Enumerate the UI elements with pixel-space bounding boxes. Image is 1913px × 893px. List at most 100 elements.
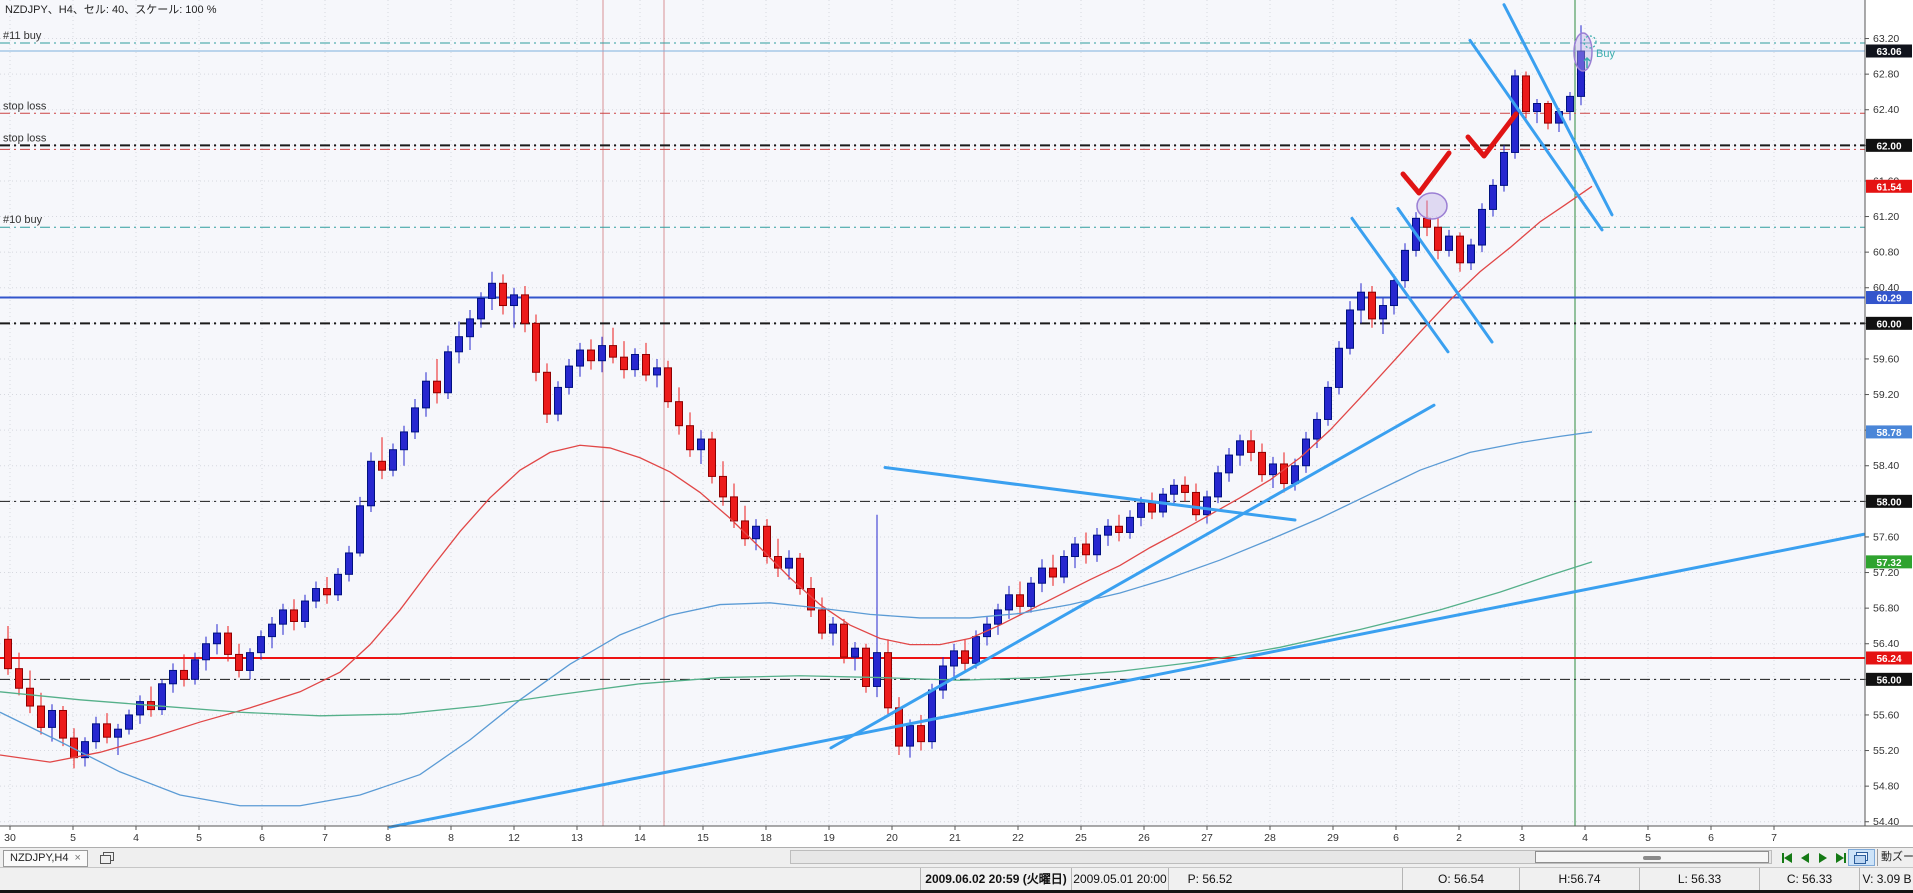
new-window-icon[interactable] <box>100 852 114 864</box>
window-edge <box>0 890 1913 893</box>
scrollbar-handle[interactable] <box>1535 851 1769 863</box>
annotations: Buy <box>1400 32 1615 220</box>
ma-line-medium-ma <box>0 431 1593 807</box>
x-axis-label: 30 <box>4 832 16 844</box>
highlight-ellipse <box>1416 192 1448 220</box>
buy-label: Buy <box>1596 48 1615 60</box>
trendline <box>1468 38 1604 232</box>
y-axis-label: 58.40 <box>1873 460 1899 472</box>
price-badge <box>1866 555 1912 569</box>
y-axis: 63.2062.8062.4062.0061.6061.2060.8060.40… <box>1864 0 1899 828</box>
y-axis-label: 57.60 <box>1873 531 1899 543</box>
x-axis-label: 18 <box>760 832 772 844</box>
skip-to-start-icon[interactable] <box>1779 850 1794 865</box>
price-badge <box>1866 44 1912 58</box>
svg-text:58.78: 58.78 <box>1876 428 1901 439</box>
y-axis-label: 61.20 <box>1873 211 1899 223</box>
chart-area[interactable]: #11 buy stop loss stop loss #10 buy Buy 30 5 4 5… <box>0 0 1913 847</box>
svg-text:57.32: 57.32 <box>1876 558 1901 569</box>
price-chart[interactable]: #11 buy stop loss stop loss #10 buy Buy 30 5 4 5… <box>0 0 1913 847</box>
horizontal-scrollbar[interactable] <box>790 850 1772 864</box>
autozoom-button[interactable]: 動ズーム <box>1877 849 1913 866</box>
trendline <box>1396 207 1494 344</box>
y-axis-label: 57.20 <box>1873 567 1899 579</box>
x-axis-label: 29 <box>1327 832 1339 844</box>
x-axis-label: 8 <box>385 832 391 844</box>
x-axis-label: 4 <box>133 832 139 844</box>
price-badge <box>1866 651 1912 665</box>
x-axis-label: 8 <box>448 832 454 844</box>
step-back-icon[interactable] <box>1797 850 1812 865</box>
status-bar-time: 2009.05.01 20:00 <box>1071 868 1168 890</box>
y-axis-label: 54.40 <box>1873 816 1899 828</box>
y-axis-label: 63.20 <box>1873 33 1899 45</box>
checkmark-icon <box>1400 150 1452 196</box>
status-low: L: 56.33 <box>1639 868 1759 890</box>
price-badge <box>1866 138 1912 152</box>
status-price: P: 56.52 <box>1168 868 1251 890</box>
y-axis-label: 56.80 <box>1873 603 1899 615</box>
x-axis-label: 5 <box>196 832 202 844</box>
skip-to-end-icon[interactable] <box>1833 850 1848 865</box>
status-bar: 2009.06.02 20:59 (火曜日) 2009.05.01 20:00 … <box>0 867 1913 890</box>
auto-scroll-button[interactable] <box>1848 849 1875 866</box>
y-axis-label: 56.40 <box>1873 638 1899 650</box>
x-axis-label: 6 <box>259 832 265 844</box>
level-label: stop loss <box>3 132 47 144</box>
x-axis-label: 21 <box>949 832 961 844</box>
price-badge <box>1866 179 1912 193</box>
y-axis-label: 60.80 <box>1873 247 1899 259</box>
price-badge <box>1866 672 1912 686</box>
x-axis-label: 28 <box>1264 832 1276 844</box>
x-axis-label: 6 <box>1708 832 1714 844</box>
price-badge <box>1866 494 1912 508</box>
level-lines: #11 buy stop loss stop loss #10 buy <box>0 30 1865 680</box>
price-badge <box>1866 291 1912 305</box>
y-axis-label: 59.60 <box>1873 353 1899 365</box>
x-axis-label: 2 <box>1456 832 1462 844</box>
y-axis-label: 62.80 <box>1873 69 1899 81</box>
x-axis-label: 6 <box>1393 832 1399 844</box>
x-axis-label: 19 <box>823 832 835 844</box>
x-axis-label: 27 <box>1201 832 1213 844</box>
moving-averages <box>0 185 1593 807</box>
x-axis-label: 7 <box>1771 832 1777 844</box>
x-axis-label: 26 <box>1138 832 1150 844</box>
svg-text:56.24: 56.24 <box>1876 654 1901 665</box>
svg-text:58.00: 58.00 <box>1876 497 1901 508</box>
x-axis-label: 5 <box>70 832 76 844</box>
chart-windows-icon <box>1854 852 1869 864</box>
status-high: H:56.74 <box>1519 868 1639 890</box>
svg-text:56.00: 56.00 <box>1876 675 1901 686</box>
trendlines <box>388 3 1866 829</box>
x-axis-label: 4 <box>1582 832 1588 844</box>
price-badge <box>1866 316 1912 330</box>
x-axis-label: 3 <box>1519 832 1525 844</box>
candlesticks <box>4 25 1585 769</box>
tab-label: NZDJPY,H4 <box>10 852 69 864</box>
status-open: O: 56.54 <box>1402 868 1519 890</box>
status-close: C: 56.33 <box>1759 868 1859 890</box>
trendline <box>883 466 1297 522</box>
grid <box>0 0 1865 826</box>
tab-nzdjpy-h4[interactable]: NZDJPY,H4 × <box>3 850 88 867</box>
svg-text:60.00: 60.00 <box>1876 319 1901 330</box>
y-axis-label: 55.20 <box>1873 745 1899 757</box>
level-label: #10 buy <box>3 214 43 226</box>
x-axis-label: 13 <box>571 832 583 844</box>
ma-line-slow-ma <box>0 561 1593 717</box>
x-axis-label: 22 <box>1012 832 1024 844</box>
status-volume: V: 3.09 B <box>1859 868 1913 890</box>
chart-title: NZDJPY、H4、セル: 40、スケール: 100 % <box>5 3 217 16</box>
trendline <box>829 403 1436 750</box>
x-axis-label: 20 <box>886 832 898 844</box>
close-icon[interactable]: × <box>74 852 81 864</box>
trendline <box>388 532 1866 829</box>
price-badge <box>1866 425 1912 439</box>
svg-text:63.06: 63.06 <box>1876 47 1901 58</box>
y-axis-label: 55.60 <box>1873 709 1899 721</box>
x-axis-label: 25 <box>1075 832 1087 844</box>
step-forward-icon[interactable] <box>1815 850 1830 865</box>
highlight-ellipse <box>1573 32 1593 72</box>
